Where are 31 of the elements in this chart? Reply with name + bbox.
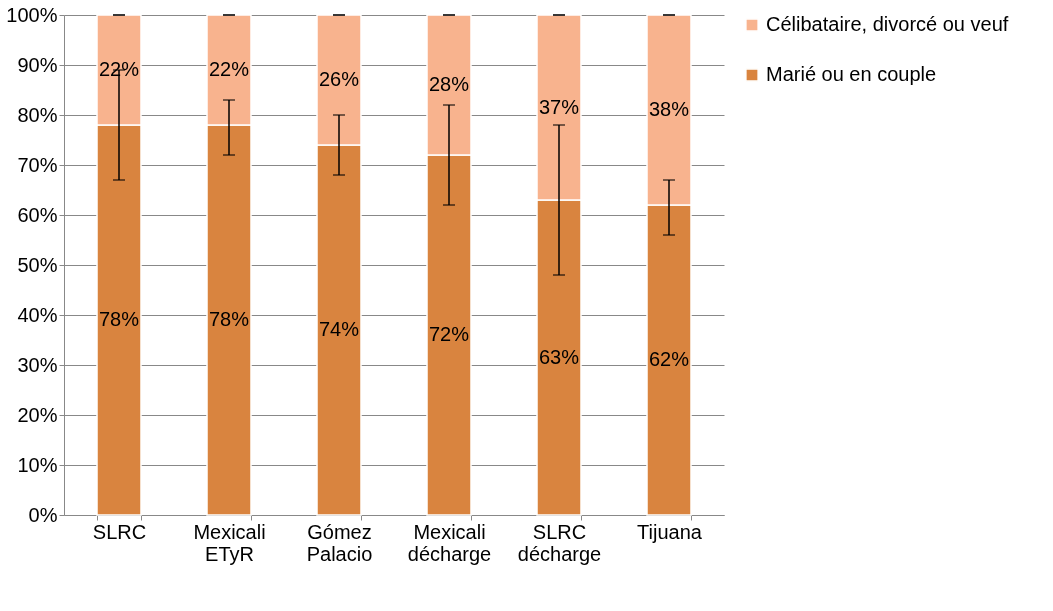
data-label: 78%	[208, 308, 250, 330]
x-tick-label: Gómez Palacio	[306, 520, 373, 565]
y-tick-label: 40%	[17, 303, 58, 326]
y-tick-label: 80%	[17, 103, 58, 126]
data-label: 28%	[428, 73, 470, 95]
y-tick-label: 50%	[17, 253, 58, 276]
data-label: 63%	[538, 345, 580, 368]
y-tick-label: 0%	[28, 503, 58, 526]
data-label: 78%	[98, 308, 140, 330]
data-label: 38%	[648, 98, 690, 120]
x-tick-label: SLRC	[92, 520, 147, 543]
legend-label: Célibataire, divorcé ou veuf	[766, 13, 1009, 35]
x-tick-label: Mexicali décharge	[407, 520, 492, 565]
data-label: 74%	[318, 318, 360, 340]
data-label: 22%	[98, 58, 140, 80]
y-tick-label: 60%	[17, 203, 58, 226]
x-tick-label: Tijuana	[637, 520, 703, 543]
data-label: 72%	[428, 323, 470, 345]
y-tick-label: 70%	[17, 153, 58, 176]
y-tick-label: 30%	[17, 353, 58, 376]
legend-label: Marié ou en couple	[766, 63, 937, 85]
y-tick-label: 90%	[17, 53, 58, 76]
data-label: 62%	[648, 348, 690, 370]
x-tick-label: SLRC décharge	[517, 520, 602, 565]
y-tick-label: 20%	[17, 403, 58, 426]
y-tick-label: 10%	[17, 453, 58, 476]
data-label: 22%	[208, 58, 250, 80]
data-label: 37%	[538, 95, 580, 118]
data-label: 26%	[318, 68, 360, 90]
x-tick-label: Mexicali ETyR	[193, 520, 266, 565]
y-tick-label: 100%	[6, 3, 58, 26]
